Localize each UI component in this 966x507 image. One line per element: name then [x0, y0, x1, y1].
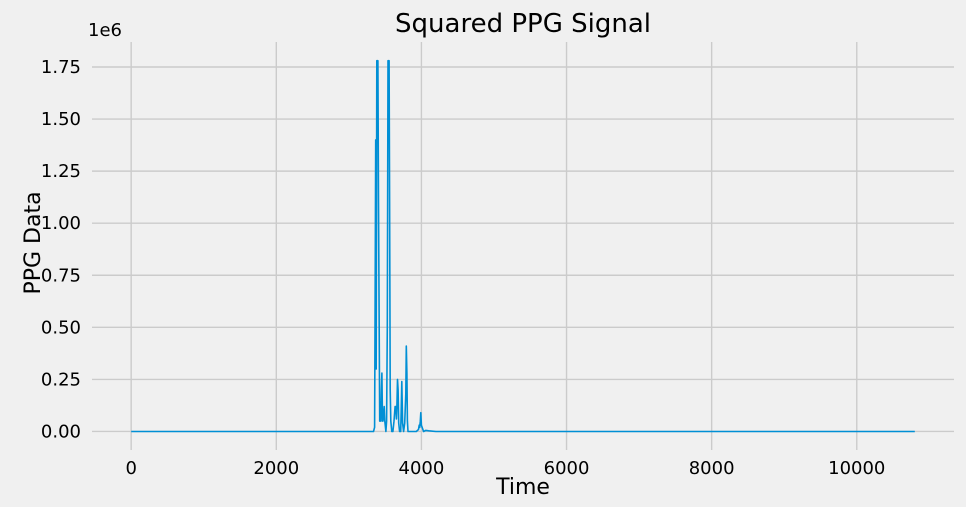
y-tick-label: 0.25	[41, 369, 81, 390]
x-tick-label: 4000	[399, 458, 445, 479]
ppg-series-line	[131, 59, 915, 433]
x-tick-label: 2000	[253, 458, 299, 479]
x-tick-labels: 0 2000 4000 6000 8000 10000	[125, 458, 885, 479]
x-axis-label: Time	[495, 475, 550, 500]
y-axis-label: PPG Data	[21, 191, 46, 294]
y-tick-label: 1.50	[41, 109, 81, 130]
x-tick-label: 10000	[828, 458, 885, 479]
y-tick-labels: 0.00 0.25 0.50 0.75 1.00 1.25 1.50 1.75	[41, 57, 81, 442]
x-tick-label: 8000	[689, 458, 735, 479]
y-offset-label: 1e6	[88, 20, 122, 41]
y-tick-label: 0.50	[41, 317, 81, 338]
chart-title: Squared PPG Signal	[395, 9, 651, 39]
y-tick-label: 1.75	[41, 57, 81, 78]
y-tick-label: 0.00	[41, 421, 81, 442]
grid-lines	[92, 42, 954, 450]
plot-area	[92, 42, 954, 450]
y-tick-label: 1.25	[41, 161, 81, 182]
x-tick-label: 6000	[544, 458, 590, 479]
y-tick-label: 1.00	[41, 213, 81, 234]
data-line-layer	[131, 59, 915, 433]
y-tick-label: 0.75	[41, 265, 81, 286]
x-tick-label: 0	[125, 458, 136, 479]
